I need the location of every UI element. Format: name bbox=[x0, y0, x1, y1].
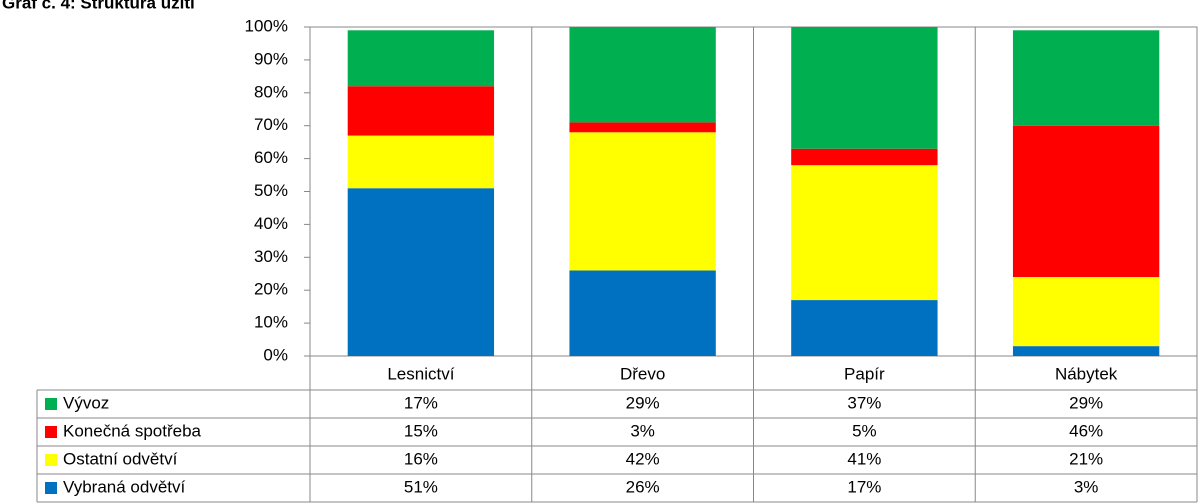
bar-segment bbox=[1012, 277, 1160, 347]
y-tick-label: 60% bbox=[254, 148, 288, 167]
chart-title: Graf č. 4: Struktura užití bbox=[2, 0, 196, 12]
legend-label: Vybraná odvětví bbox=[63, 477, 185, 496]
table-value: 17% bbox=[404, 393, 438, 412]
table-value: 3% bbox=[1074, 477, 1099, 496]
legend-label: Vývoz bbox=[63, 393, 109, 412]
table-value: 26% bbox=[626, 477, 660, 496]
x-tick-label: Dřevo bbox=[620, 364, 665, 383]
legend-swatch bbox=[45, 482, 57, 494]
y-tick-label: 40% bbox=[254, 214, 288, 233]
y-tick-label: 30% bbox=[254, 247, 288, 266]
bar-segment bbox=[347, 30, 495, 87]
bar-segment bbox=[569, 122, 716, 133]
table-value: 41% bbox=[847, 449, 881, 468]
x-tick-label: Nábytek bbox=[1055, 364, 1118, 383]
table-value: 15% bbox=[404, 421, 438, 440]
y-tick-label: 100% bbox=[245, 16, 288, 35]
legend-swatch bbox=[45, 398, 57, 410]
table-value: 42% bbox=[626, 449, 660, 468]
table-value: 16% bbox=[404, 449, 438, 468]
y-tick-label: 70% bbox=[254, 115, 288, 134]
x-tick-label: Lesnictví bbox=[387, 364, 454, 383]
table-value: 29% bbox=[626, 393, 660, 412]
bar-segment bbox=[347, 86, 495, 136]
table-value: 29% bbox=[1069, 393, 1103, 412]
legend-swatch bbox=[45, 454, 57, 466]
bar-segment bbox=[791, 148, 938, 166]
bar-segment bbox=[1012, 346, 1160, 356]
table-value: 5% bbox=[852, 421, 877, 440]
bar-segment bbox=[1012, 125, 1160, 278]
table-value: 46% bbox=[1069, 421, 1103, 440]
bar-segment bbox=[347, 135, 495, 189]
y-tick-label: 50% bbox=[254, 181, 288, 200]
y-tick-label: 20% bbox=[254, 280, 288, 299]
x-tick-label: Papír bbox=[844, 364, 885, 383]
bar-segment bbox=[569, 27, 716, 123]
legend-swatch bbox=[45, 426, 57, 438]
table-value: 51% bbox=[404, 477, 438, 496]
y-tick-label: 0% bbox=[263, 345, 288, 364]
bar-segment bbox=[569, 270, 716, 356]
legend-label: Konečná spotřeba bbox=[63, 421, 202, 440]
y-tick-label: 10% bbox=[254, 313, 288, 332]
bar-segment bbox=[791, 27, 938, 149]
table-value: 17% bbox=[847, 477, 881, 496]
legend-label: Ostatní odvětví bbox=[63, 449, 178, 468]
table-value: 21% bbox=[1069, 449, 1103, 468]
bar-segment bbox=[347, 188, 495, 356]
bar-segment bbox=[791, 300, 938, 356]
y-tick-label: 90% bbox=[254, 49, 288, 68]
table-value: 3% bbox=[630, 421, 655, 440]
bar-segment bbox=[791, 165, 938, 301]
bar-segment bbox=[569, 132, 716, 271]
bar-segment bbox=[1012, 30, 1160, 126]
y-tick-label: 80% bbox=[254, 82, 288, 101]
table-value: 37% bbox=[847, 393, 881, 412]
